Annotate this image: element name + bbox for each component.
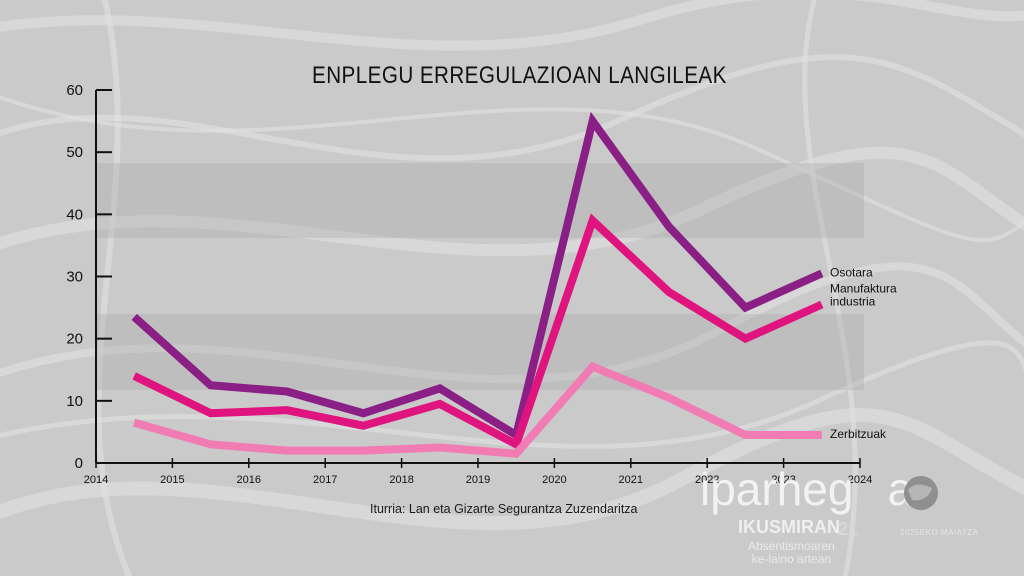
x-tick-label: 2016 [237,474,261,486]
x-tick-label: 2015 [160,474,184,486]
publication-date: 2025EKO MAIATZA [900,528,979,537]
x-tick-label: 2017 [313,474,337,486]
x-tick-label: 2022 [695,474,719,486]
brand-part-2: heg [776,463,854,515]
tagline: Absentismoaren ke-laino artean [748,540,835,566]
x-tick-label: 2014 [84,474,108,486]
x-tick-label: 2018 [389,474,413,486]
y-tick-label: 20 [66,331,83,348]
x-tick-label: 2024 [848,474,872,486]
x-tick-label: 2020 [542,474,566,486]
series-line-1 [131,111,824,442]
x-tick-label: 2023 [771,474,795,486]
y-tick-label: 0 [75,455,83,472]
chart-title: ENPLEGU ERREGULAZIOAN LANGILEAK [312,62,727,89]
series-label-line: Manufaktura [830,281,897,295]
source-note: Iturria: Lan eta Gizarte Segurantza Zuze… [370,502,638,516]
series-label-line: Osotara [830,265,873,279]
brand-logo: iparheg a [700,462,913,516]
series-label-line: Zerbitzuak [830,427,887,441]
series-line-3 [133,361,822,458]
globe-icon [904,476,938,510]
series-name: IKUSMIRAN [738,517,840,537]
y-tick-label: 50 [66,144,83,161]
series-label-line: industria [830,294,876,308]
series-label: Zerbitzuak [830,427,887,441]
series-line-2 [132,213,824,451]
tagline-line-2: ke-laino artean [751,552,832,566]
tagline-line-1: Absentismoaren [748,539,835,553]
y-tick-label: 10 [66,393,83,410]
y-tick-label: 40 [66,206,83,223]
series-number: 21 [838,519,859,539]
x-tick-label: 2019 [466,474,490,486]
series-label: Osotara [830,265,873,279]
y-tick-label: 30 [66,269,83,286]
brand-part-1: ipar [700,463,777,515]
x-tick-label: 2021 [619,474,643,486]
y-tick-label: 60 [66,82,83,99]
series-label: Manufaktura industria [830,281,897,308]
